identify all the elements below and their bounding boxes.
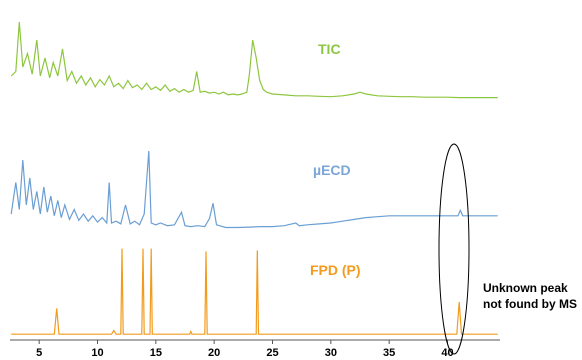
annotation-group: Unknown peak not found by MS: [438, 143, 577, 355]
annotation-ellipse: [438, 143, 470, 355]
series-line-fpd: [11, 248, 498, 335]
x-axis-ticks: 5 10 15 20 25 30 35 40: [36, 340, 454, 359]
x-tick-label: 5: [36, 347, 42, 359]
x-tick-label: 20: [208, 347, 220, 359]
series-label-uecd: µECD: [313, 162, 351, 178]
series-label-fpd: FPD (P): [310, 262, 361, 278]
x-tick-label: 15: [150, 347, 162, 359]
trace-group: [10, 21, 498, 335]
x-tick-label: 35: [383, 347, 395, 359]
series-label-tic: TIC: [318, 41, 341, 57]
series-line-uecd: [10, 150, 498, 229]
annotation-line-1: Unknown peak: [483, 281, 568, 295]
series-line-tic: [10, 21, 498, 99]
x-tick-label: 10: [91, 347, 103, 359]
x-tick-label: 40: [441, 347, 453, 359]
trace-labels: TIC µECD FPD (P): [310, 41, 361, 278]
x-tick-label: 25: [266, 347, 278, 359]
x-tick-label: 30: [325, 347, 337, 359]
annotation-line-2: not found by MS: [483, 297, 577, 311]
